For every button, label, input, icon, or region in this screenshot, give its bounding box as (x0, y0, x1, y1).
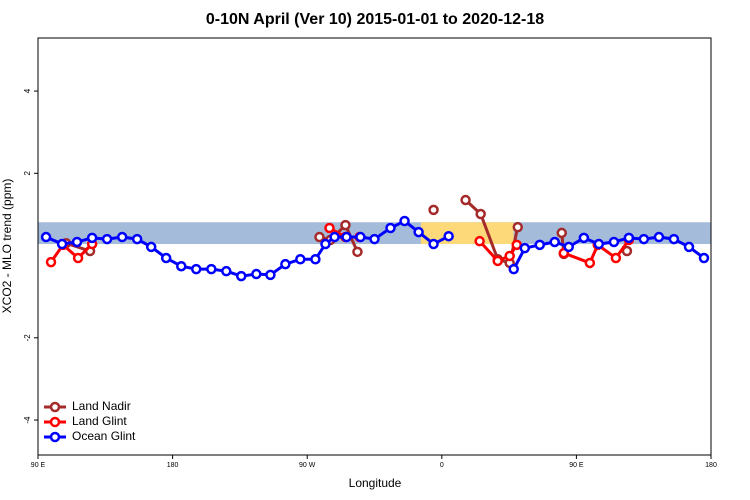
reference-band (38, 222, 711, 245)
data-point (329, 231, 340, 243)
data-point (519, 242, 531, 254)
data-point (623, 232, 635, 244)
data-point (295, 253, 306, 265)
data-point (428, 238, 439, 250)
data-point (534, 239, 546, 251)
data-point (549, 236, 560, 248)
data-point (621, 245, 633, 257)
data-point (265, 269, 276, 281)
data-point (608, 236, 620, 248)
data-point (190, 263, 202, 275)
data-point (475, 208, 486, 220)
data-point (40, 231, 52, 243)
data-point (280, 258, 291, 270)
data-point (352, 246, 363, 258)
y-tick-label: -4 (23, 416, 32, 424)
y-tick-label: 2 (23, 171, 32, 176)
data-point (314, 231, 325, 243)
data-point (206, 263, 217, 275)
chart-title: 0-10N April (Ver 10) 2015-01-01 to 2020-… (206, 11, 544, 28)
data-point (72, 252, 84, 264)
data-point (385, 222, 396, 234)
data-point (251, 268, 262, 280)
data-point (71, 236, 83, 248)
data-point (324, 222, 335, 234)
x-tick-label: 90 W (299, 462, 316, 469)
data-point (86, 232, 98, 244)
y-tick-label: -2 (23, 334, 32, 342)
data-point (698, 252, 710, 264)
data-point (340, 219, 351, 231)
x-tick-label: 180 (705, 462, 717, 469)
data-point (413, 226, 424, 238)
data-point (610, 252, 622, 264)
data-point (399, 215, 410, 227)
legend-marker (49, 416, 61, 428)
data-point (56, 238, 68, 250)
data-point (504, 250, 515, 262)
data-point (668, 233, 680, 245)
data-point (578, 232, 590, 244)
data-point (512, 221, 524, 233)
x-axis-label: Longitude (349, 476, 402, 490)
data-point (355, 231, 366, 243)
legend-label: Land Glint (72, 414, 127, 428)
legend-marker (49, 401, 61, 413)
data-point (101, 233, 113, 245)
data-point (235, 270, 247, 282)
data-point (428, 204, 439, 216)
data-point (653, 231, 665, 243)
data-point (320, 238, 331, 250)
legend-marker (49, 431, 61, 443)
x-tick-label: 90 E (569, 462, 584, 469)
x-tick-label: 90 E (31, 462, 46, 469)
data-point (116, 231, 128, 243)
data-point (556, 227, 567, 239)
data-point (145, 241, 157, 253)
y-axis-label: XCO2 - MLO trend (ppm) (0, 179, 14, 314)
data-point (511, 239, 522, 251)
data-point (310, 253, 321, 265)
legend-label: Land Nadir (72, 399, 131, 413)
data-point (508, 263, 519, 275)
y-tick-label: 4 (23, 88, 32, 93)
data-point (45, 256, 57, 268)
data-point (160, 252, 172, 264)
data-point (563, 241, 575, 253)
data-point (593, 238, 605, 250)
data-point (584, 257, 596, 269)
data-point (176, 260, 187, 272)
data-point (638, 233, 650, 245)
x-tick-label: 180 (167, 462, 179, 469)
plot-frame (37, 37, 712, 456)
data-point (474, 235, 485, 247)
data-point (341, 231, 352, 243)
data-point (221, 265, 232, 277)
x-tick-label: 0 (440, 462, 444, 469)
data-point (492, 255, 503, 267)
data-point (369, 233, 380, 245)
data-point (683, 241, 695, 253)
data-point (443, 230, 454, 242)
data-point (460, 194, 471, 206)
legend-label: Ocean Glint (72, 429, 136, 443)
data-point (131, 233, 143, 245)
